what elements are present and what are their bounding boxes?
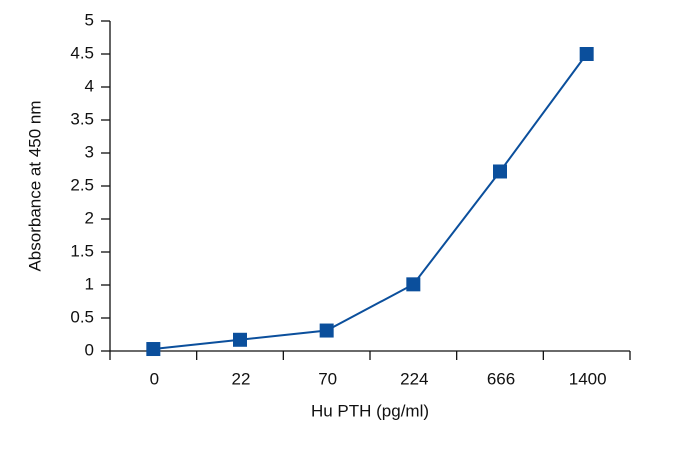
x-tick-label: 1400 xyxy=(569,369,607,388)
y-axis-label: Absorbance at 450 nm xyxy=(25,100,44,271)
marker xyxy=(579,47,594,61)
marker xyxy=(319,323,334,338)
y-tick-label: 4.5 xyxy=(70,43,94,62)
x-tick-label: 224 xyxy=(400,369,428,388)
series-line xyxy=(153,53,588,351)
x-tick-label: 666 xyxy=(487,369,515,388)
y-tick-label: 3.5 xyxy=(70,109,94,128)
y-tick-label: 5 xyxy=(85,10,94,29)
x-tick-label: 0 xyxy=(150,369,159,388)
marker xyxy=(493,164,507,179)
y-tick-label: 0.5 xyxy=(70,307,94,326)
y-tick-label: 2.5 xyxy=(70,175,94,194)
marker xyxy=(406,277,421,292)
y-tick-label: 1 xyxy=(85,274,94,293)
marker xyxy=(146,342,161,357)
marker xyxy=(233,332,247,347)
x-tick-label: 70 xyxy=(318,369,337,388)
y-tick-label: 1.5 xyxy=(70,241,94,260)
x-axis-label: Hu PTH (pg/ml) xyxy=(311,401,429,420)
y-tick-label: 3 xyxy=(85,142,94,161)
y-tick-label: 2 xyxy=(85,208,94,227)
x-tick-label: 22 xyxy=(232,369,251,388)
y-tick-label: 4 xyxy=(85,76,94,95)
y-tick-label: 0 xyxy=(85,340,94,359)
